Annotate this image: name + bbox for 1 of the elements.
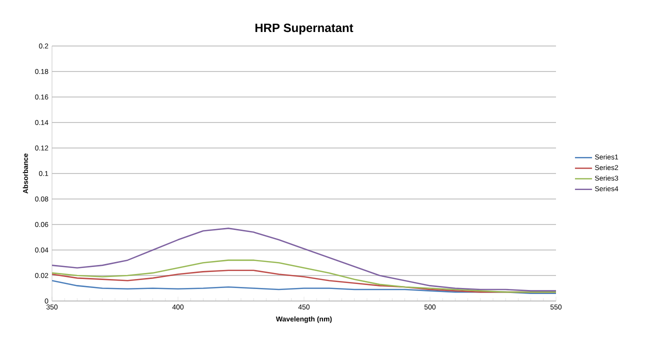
chart-title: HRP Supernatant [255,24,354,34]
